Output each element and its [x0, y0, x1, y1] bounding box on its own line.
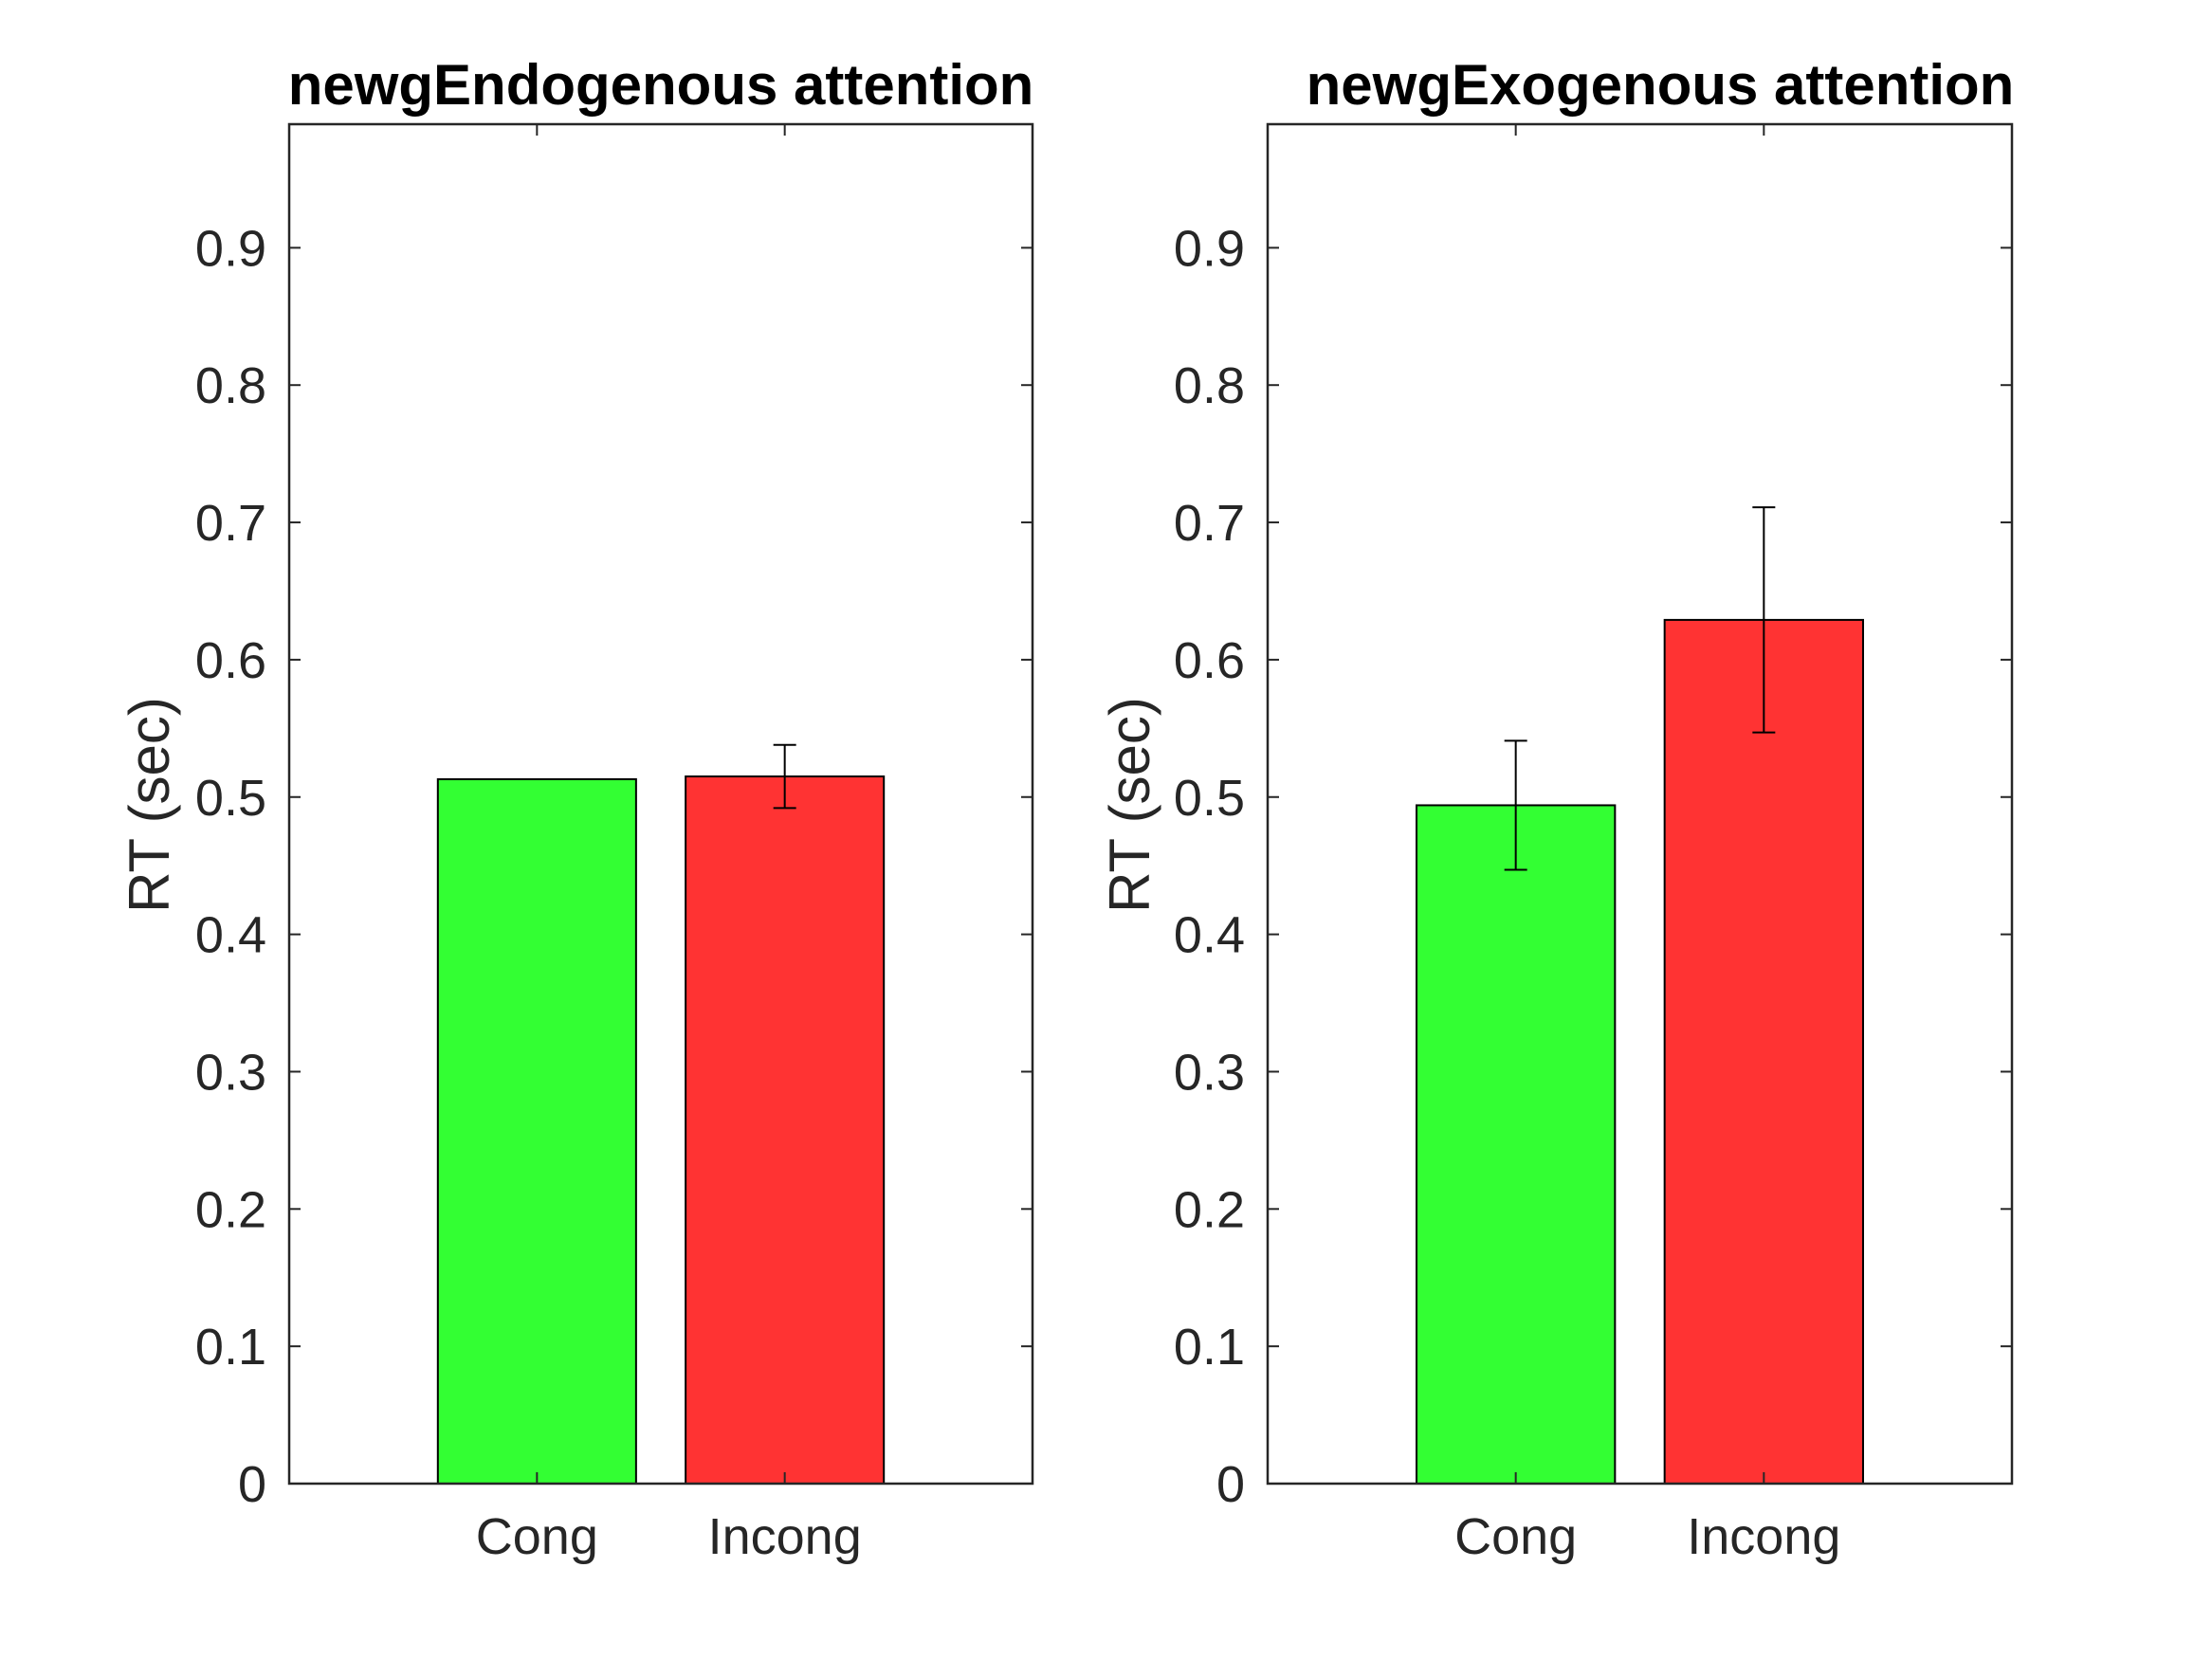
x-tick-label: Incong — [1687, 1508, 1840, 1565]
y-tick-label: 0.3 — [1174, 1044, 1245, 1101]
axes-frame — [287, 122, 1034, 1486]
chart-title: newgEndogenous attention — [288, 53, 1034, 117]
bar-incong — [685, 775, 886, 1485]
y-ticks: 0 0.1 0.2 0.3 0.4 0.5 0.6 0.7 0.8 0.9 — [195, 220, 1033, 1513]
y-tick-label: 0.3 — [195, 1044, 266, 1101]
y-tick-label: 0.9 — [1174, 220, 1245, 277]
y-tick-label: 0.8 — [1174, 357, 1245, 414]
x-tick-label: Incong — [708, 1508, 862, 1565]
x-ticks: Cong Incong — [1454, 124, 1840, 1565]
y-tick-label: 0 — [238, 1456, 266, 1513]
bar-cong — [436, 777, 637, 1485]
error-bar — [773, 743, 796, 810]
bar-incong — [1663, 618, 1864, 1485]
y-tick-label: 0.9 — [195, 220, 266, 277]
bar-cong — [1416, 804, 1617, 1485]
x-tick-label: Cong — [1454, 1508, 1577, 1565]
error-bars — [1504, 506, 1776, 871]
y-tick-label: 0.4 — [195, 907, 266, 964]
y-tick-label: 0.1 — [195, 1319, 266, 1376]
y-tick-label: 0.6 — [1174, 632, 1245, 689]
y-tick-label: 0.5 — [1174, 770, 1245, 827]
panel-endogenous: newgEndogenous attention RT (sec) 0 0.1 0.… — [118, 53, 1033, 1565]
y-tick-label: 0.6 — [195, 632, 266, 689]
y-tick-label: 0.1 — [1174, 1319, 1245, 1376]
y-axis-label: RT (sec) — [118, 697, 181, 913]
error-bar — [1504, 739, 1527, 871]
y-axis-label: RT (sec) — [1098, 697, 1161, 913]
y-tick-label: 0.2 — [195, 1181, 266, 1238]
x-ticks: Cong Incong — [476, 124, 862, 1565]
error-bars — [773, 743, 796, 810]
bars — [436, 775, 886, 1485]
y-tick-label: 0.5 — [195, 770, 266, 827]
y-tick-label: 0.7 — [1174, 495, 1245, 552]
x-tick-label: Cong — [476, 1508, 598, 1565]
error-bar — [1752, 506, 1776, 734]
panel-exogenous: newgExogenous attention RT (sec) 0 0.1 0.2… — [1098, 53, 2014, 1565]
y-ticks: 0 0.1 0.2 0.3 0.4 0.5 0.6 0.7 0.8 0.9 — [1174, 220, 2012, 1513]
y-tick-label: 0.4 — [1174, 907, 1245, 964]
chart-title: newgExogenous attention — [1307, 53, 2015, 117]
y-tick-label: 0.7 — [195, 495, 266, 552]
y-tick-label: 0.8 — [195, 357, 266, 414]
bars — [1416, 618, 1864, 1485]
y-tick-label: 0 — [1216, 1456, 1245, 1513]
y-tick-label: 0.2 — [1174, 1181, 1245, 1238]
axes-frame — [1266, 122, 2014, 1486]
